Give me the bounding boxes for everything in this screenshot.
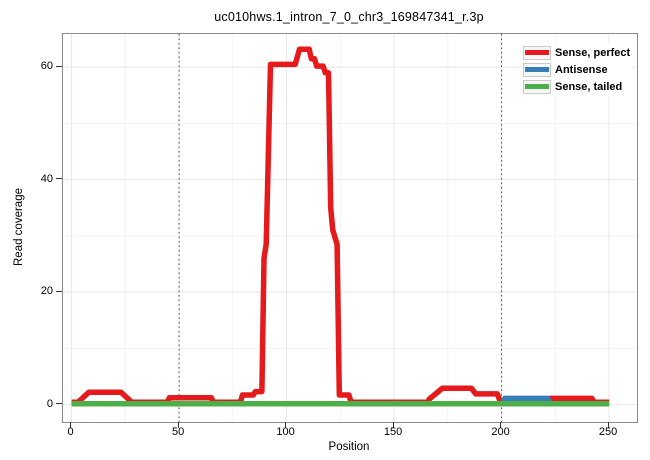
legend-item-sense-tailed: Sense, tailed	[523, 78, 630, 95]
x-tick-label: 100	[276, 426, 295, 438]
x-tick-mark	[177, 422, 179, 428]
sense-tailed-swatch	[525, 84, 549, 89]
coverage-line-sense-perfect	[71, 46, 610, 406]
y-tick-mark	[56, 178, 62, 180]
x-tick-mark	[500, 422, 502, 428]
y-tick-mark	[56, 65, 62, 67]
x-tick-mark	[392, 422, 394, 428]
x-tick-mark	[70, 422, 72, 428]
y-tick-mark	[56, 403, 62, 405]
plot-canvas	[63, 34, 637, 422]
x-tick-label: 0	[67, 426, 74, 438]
legend-key-box	[523, 79, 551, 94]
legend-item-sense-perfect: Sense, perfect	[523, 44, 630, 61]
y-tick-label: 20	[40, 285, 53, 298]
legend-item-antisense: Antisense	[523, 61, 630, 78]
x-tick-label: 150	[383, 426, 403, 438]
legend-label: Sense, perfect	[555, 46, 631, 59]
legend: Sense, perfect Antisense Sense, tailed	[521, 43, 633, 96]
chart-title: uc010hws.1_intron_7_0_chr3_169847341_r.3…	[214, 10, 484, 24]
y-tick-mark	[56, 290, 62, 292]
x-axis-title: Position	[328, 441, 370, 453]
plot-panel	[62, 33, 638, 423]
x-tick-label: 200	[491, 426, 510, 438]
legend-label: Antisense	[555, 63, 608, 76]
legend-key-box	[523, 62, 551, 77]
y-axis-title: Read coverage	[13, 188, 25, 266]
x-tick-mark	[285, 422, 287, 428]
legend-label: Sense, tailed	[555, 80, 623, 93]
x-tick-label: 250	[598, 426, 618, 438]
legend-key-box	[523, 45, 551, 60]
y-tick-label: 40	[40, 172, 53, 185]
x-tick-label: 50	[171, 426, 185, 438]
sense-perfect-swatch	[525, 50, 549, 55]
x-tick-mark	[607, 422, 609, 428]
y-tick-label: 0	[46, 397, 53, 410]
antisense-swatch	[525, 67, 549, 72]
y-tick-label: 60	[40, 60, 53, 73]
